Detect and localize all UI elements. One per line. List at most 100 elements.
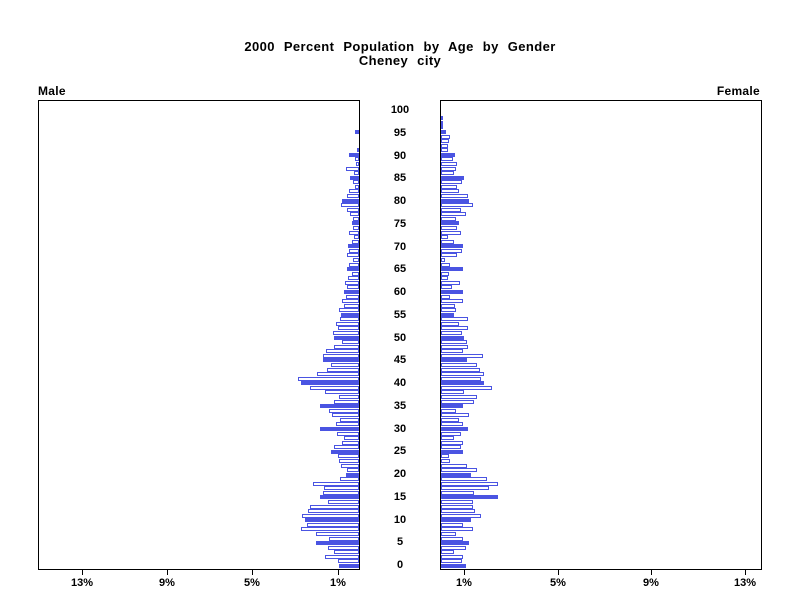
- male-bar-age-34: [329, 408, 359, 413]
- male-tick-9%: [167, 570, 168, 575]
- female-bar-age-6: [441, 536, 463, 541]
- age-tick-label-75: 75: [393, 218, 407, 230]
- male-bar-age-60: [344, 289, 359, 294]
- female-bar-age-72: [441, 235, 448, 240]
- female-bar-age-5: [441, 541, 469, 546]
- male-bar-age-81: [347, 194, 359, 198]
- female-tick-13%: [745, 570, 746, 575]
- female-bar-age-52: [441, 326, 468, 331]
- female-bar-age-8: [441, 527, 473, 532]
- female-tick-label-13%: 13%: [733, 577, 757, 589]
- male-bar-age-4: [328, 545, 359, 550]
- male-bar-age-20: [346, 472, 359, 477]
- male-bar-age-0: [339, 564, 359, 568]
- age-tick-label-50: 50: [393, 332, 407, 344]
- male-bar-age-35: [320, 404, 359, 409]
- male-bar-age-67: [353, 257, 359, 262]
- female-bar-age-42: [441, 372, 484, 377]
- female-bar-age-27: [441, 440, 463, 445]
- female-bar-age-73: [441, 230, 461, 235]
- female-tick-label-9%: 9%: [643, 577, 659, 589]
- female-bars-area: [441, 101, 761, 569]
- female-bar-age-47: [441, 349, 463, 354]
- female-bar-age-53: [441, 321, 459, 326]
- male-bar-age-39: [310, 385, 359, 390]
- female-bar-age-14: [441, 500, 473, 505]
- chart-title: 2000 Percent Population by Age by Gender…: [0, 40, 800, 68]
- chart-title-line2: Cheney city: [358, 53, 442, 68]
- male-bar-age-33: [332, 413, 359, 418]
- male-bar-age-1: [338, 559, 359, 564]
- female-bar-age-74: [441, 225, 457, 230]
- female-axis-label: Female: [716, 84, 760, 98]
- male-bar-age-25: [331, 449, 359, 454]
- male-bar-age-11: [302, 513, 359, 518]
- male-bar-age-77: [350, 212, 359, 217]
- female-bar-age-48: [441, 344, 468, 349]
- female-bar-age-25: [441, 449, 463, 454]
- male-bar-age-16: [323, 490, 359, 495]
- male-bar-age-51: [333, 331, 359, 336]
- female-bar-age-50: [441, 335, 464, 340]
- female-bar-age-41: [441, 376, 481, 381]
- female-bar-age-32: [441, 417, 459, 422]
- female-bar-age-28: [441, 436, 454, 441]
- male-bar-age-57: [344, 303, 359, 308]
- male-bar-age-72: [354, 235, 359, 240]
- age-tick-label-65: 65: [393, 263, 407, 275]
- female-bar-age-31: [441, 422, 463, 427]
- female-bar-age-71: [441, 239, 454, 244]
- female-bar-age-30: [441, 426, 468, 431]
- female-bar-age-24: [441, 454, 449, 459]
- female-bar-age-63: [441, 276, 448, 281]
- male-bar-age-5: [316, 541, 359, 546]
- age-tick-label-85: 85: [393, 172, 407, 184]
- male-tick-13%: [82, 570, 83, 575]
- female-bar-age-89: [441, 157, 453, 162]
- male-bar-age-29: [337, 431, 359, 436]
- female-bar-age-18: [441, 481, 498, 486]
- male-bar-age-26: [334, 445, 359, 450]
- male-tick-label-13%: 13%: [70, 577, 94, 589]
- female-bar-age-3: [441, 550, 454, 555]
- age-tick-label-40: 40: [393, 377, 407, 389]
- male-bar-age-65: [347, 267, 359, 272]
- female-bar-age-97: [441, 120, 443, 125]
- male-bar-age-30: [320, 426, 359, 431]
- female-bar-age-96: [441, 125, 443, 130]
- male-bar-age-73: [349, 230, 359, 235]
- male-bar-age-27: [342, 440, 359, 445]
- female-bar-age-11: [441, 513, 481, 518]
- female-bar-age-80: [441, 198, 469, 203]
- male-bar-age-19: [340, 477, 359, 482]
- female-tick-1%: [464, 570, 465, 575]
- male-bar-age-38: [325, 390, 359, 395]
- male-bar-age-50: [334, 335, 359, 340]
- male-axis-label: Male: [38, 84, 66, 98]
- male-bar-age-85: [350, 175, 359, 180]
- female-bar-age-91: [441, 148, 448, 153]
- male-bar-age-28: [344, 436, 359, 441]
- female-bar-age-20: [441, 472, 471, 477]
- female-bar-age-87: [441, 166, 456, 171]
- female-bar-age-57: [441, 303, 455, 308]
- male-tick-label-9%: 9%: [159, 577, 175, 589]
- age-tick-label-35: 35: [393, 400, 407, 412]
- male-bar-age-31: [336, 422, 359, 427]
- female-bar-age-51: [441, 331, 462, 336]
- chart-title-line1: 2000 Percent Population by Age by Gender: [244, 39, 556, 54]
- female-bar-age-44: [441, 363, 477, 368]
- female-bar-age-93: [441, 139, 449, 144]
- age-tick-label-5: 5: [396, 536, 404, 548]
- female-bar-age-35: [441, 404, 463, 409]
- female-bar-age-95: [441, 130, 446, 135]
- female-bar-age-43: [441, 367, 480, 372]
- male-bar-age-90: [349, 152, 359, 157]
- female-bar-age-55: [441, 312, 454, 317]
- male-bar-age-71: [352, 239, 359, 244]
- male-bars-area: [39, 101, 359, 569]
- male-bar-age-61: [347, 285, 359, 290]
- female-bar-age-40: [441, 381, 484, 386]
- female-bar-age-76: [441, 216, 456, 221]
